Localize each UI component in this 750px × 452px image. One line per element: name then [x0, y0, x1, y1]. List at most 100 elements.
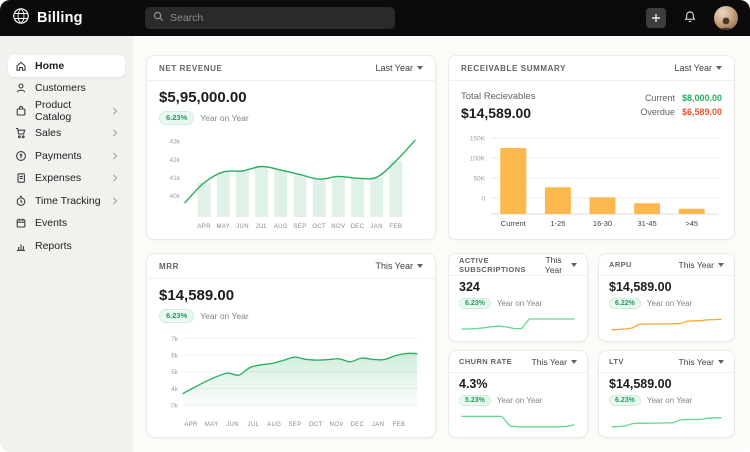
sidebar-item-label: Expenses	[35, 172, 82, 185]
period-select-arpu[interactable]: This Year	[679, 260, 724, 270]
svg-text:43k: 43k	[170, 138, 181, 145]
svg-text:DEC: DEC	[351, 224, 365, 230]
chevron-down-icon	[417, 264, 423, 268]
growth-badge: 6.23%	[159, 308, 195, 323]
svg-text:NOV: NOV	[329, 422, 343, 428]
svg-text:40k: 40k	[170, 192, 181, 199]
svg-text:JUL: JUL	[256, 224, 268, 230]
current-label: Current	[644, 93, 675, 103]
sidebar-item-product-catalog[interactable]: Product Catalog	[8, 98, 125, 123]
svg-text:FEB: FEB	[389, 224, 402, 230]
active-subscriptions-sparkline	[459, 311, 577, 335]
app-logo-icon	[12, 7, 30, 30]
chevron-down-icon	[417, 66, 423, 70]
growth-badge: 6.23%	[609, 394, 641, 406]
svg-text:0k: 0k	[171, 402, 179, 409]
period-label: This Year	[544, 254, 563, 275]
svg-text:JUN: JUN	[226, 422, 239, 428]
churn-rate-value: 4.3%	[459, 377, 488, 391]
topbar-actions	[646, 6, 750, 30]
receivable-aging-chart: 150K 100K 50K 0 Current 1-25 16-30 31-45 >45	[461, 124, 722, 231]
chevron-down-icon	[716, 66, 722, 70]
search-icon	[153, 9, 164, 27]
svg-text:31-45: 31-45	[638, 219, 657, 228]
clock-icon	[15, 195, 27, 207]
current-value: $8,000.00	[681, 93, 722, 103]
mrr-chart: 7k 6k 5k 4k 0k APR MAY JUN JUL AUG SEP OCT NOV DEC JA…	[159, 326, 423, 430]
topbar: Billing	[0, 0, 750, 36]
badge-caption: Year on Year	[646, 395, 693, 405]
svg-text:50K: 50K	[473, 176, 485, 183]
svg-text:150K: 150K	[470, 136, 486, 143]
sidebar-item-expenses[interactable]: Expenses	[8, 168, 125, 190]
card-ltv: LTV This Year $14,589.00 6.23% Year on Y…	[598, 350, 735, 438]
churn-rate-sparkline	[459, 408, 577, 431]
card-net-revenue: NET REVENUE Last Year $5,95,000.00 6.23%…	[146, 55, 436, 240]
svg-text:7k: 7k	[171, 335, 179, 342]
arpu-value: $14,589.00	[609, 280, 672, 294]
svg-text:OCT: OCT	[312, 224, 326, 230]
main-content: NET REVENUE Last Year $5,95,000.00 6.23%…	[133, 36, 750, 452]
svg-text:41k: 41k	[170, 174, 181, 181]
sidebar-item-label: Events	[35, 217, 68, 230]
svg-text:MAY: MAY	[205, 422, 219, 428]
card-title: ACTIVE SUBSCRIPTIONS	[459, 255, 526, 274]
period-select-mrr[interactable]: This Year	[375, 261, 423, 271]
calendar-icon	[15, 217, 27, 229]
overdue-label: Overdue	[640, 107, 675, 117]
chevron-down-icon	[718, 359, 724, 364]
svg-text:AUG: AUG	[267, 422, 281, 428]
svg-text:APR: APR	[184, 422, 198, 428]
sidebar-item-payments[interactable]: Payments	[8, 145, 125, 167]
period-select-churn-rate[interactable]: This Year	[532, 357, 577, 367]
period-select-net-revenue[interactable]: Last Year	[375, 63, 423, 73]
total-receivables-label: Total Recievables	[461, 91, 536, 102]
period-select-receivable[interactable]: Last Year	[674, 63, 722, 73]
badge-caption: Year on Year	[646, 298, 693, 308]
card-title: ARPU	[609, 260, 632, 269]
svg-text:100K: 100K	[470, 156, 486, 163]
sidebar-item-events[interactable]: Events	[8, 213, 125, 235]
period-select-active-subscriptions[interactable]: This Year	[540, 255, 577, 275]
chevron-right-icon	[112, 152, 118, 160]
chevron-right-icon	[112, 107, 118, 115]
sidebar-item-label: Home	[35, 59, 65, 72]
sidebar-item-time-tracking[interactable]: Time Tracking	[8, 190, 125, 212]
svg-text:DEC: DEC	[350, 422, 364, 428]
total-receivables-value: $14,589.00	[461, 105, 532, 121]
growth-badge: 5.23%	[459, 394, 491, 406]
svg-text:42k: 42k	[170, 156, 181, 163]
sidebar-item-home[interactable]: Home	[8, 55, 125, 77]
add-new-button[interactable]	[646, 8, 666, 28]
home-icon	[15, 60, 27, 72]
sidebar-item-sales[interactable]: Sales	[8, 123, 125, 145]
sidebar-item-customers[interactable]: Customers	[8, 78, 125, 100]
avatar[interactable]	[714, 6, 738, 30]
card-churn-rate: CHURN RATE This Year 4.3% 5.23% Year on …	[448, 350, 588, 438]
active-subscriptions-value: 324	[459, 280, 480, 294]
svg-text:0: 0	[481, 196, 485, 203]
card-receivable-summary: RECEIVABLE SUMMARY Last Year Total Recie…	[448, 55, 735, 240]
period-label: This Year	[375, 261, 413, 271]
card-mrr: MRR This Year $14,589.00 6.23% Year on Y…	[146, 253, 436, 438]
sidebar-item-label: Sales	[35, 127, 62, 140]
chevron-right-icon	[112, 129, 118, 137]
svg-text:JAN: JAN	[370, 224, 383, 230]
sidebar-item-label: Product Catalog	[35, 98, 72, 123]
svg-text:NOV: NOV	[331, 224, 345, 230]
sidebar-item-reports[interactable]: Reports	[8, 235, 125, 257]
net-revenue-chart: 43k 42k 41k 40k APR MAY JUN JUL AUG SEP OCT NOV DEC J…	[159, 128, 423, 232]
search-bar[interactable]	[145, 7, 395, 29]
badge-caption: Year on Year	[496, 298, 543, 308]
svg-text:AUG: AUG	[274, 224, 288, 230]
bar-chart-icon	[15, 240, 27, 252]
period-label: Last Year	[674, 63, 712, 73]
notifications-button[interactable]	[680, 8, 700, 28]
svg-text:6k: 6k	[171, 352, 179, 359]
svg-text:SEP: SEP	[293, 224, 306, 230]
search-input[interactable]	[170, 12, 387, 24]
brand: Billing	[0, 7, 133, 30]
plus-icon	[651, 11, 661, 26]
card-title: RECEIVABLE SUMMARY	[461, 63, 567, 73]
period-select-ltv[interactable]: This Year	[679, 357, 724, 367]
